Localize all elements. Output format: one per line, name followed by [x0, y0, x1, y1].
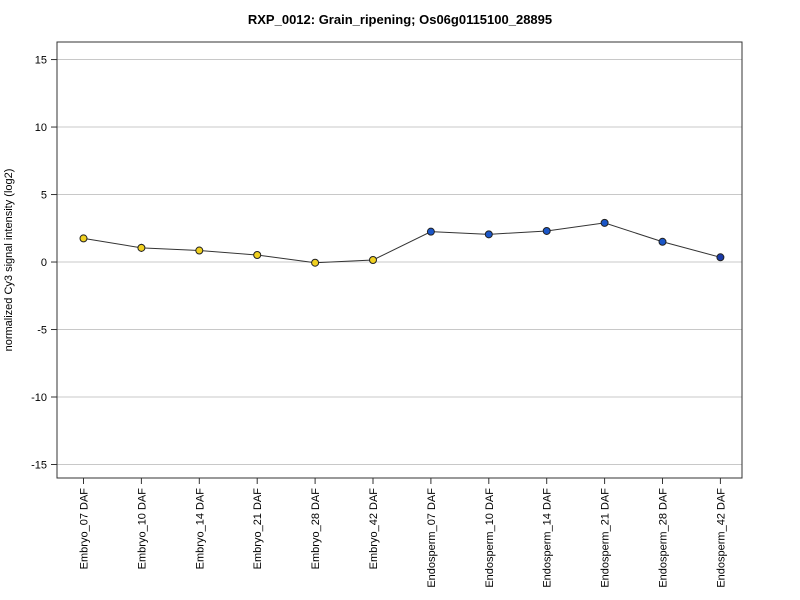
y-tick-label: 10: [35, 122, 47, 134]
data-point: [369, 256, 377, 264]
grid-lines: [57, 59, 742, 466]
data-points: [79, 218, 725, 267]
y-tick-label: 0: [41, 257, 47, 269]
data-point: [426, 227, 435, 236]
data-point: [253, 251, 262, 260]
series-polyline: [83, 222, 721, 264]
y-tick-label: -10: [31, 392, 47, 404]
data-point: [79, 234, 88, 243]
data-point: [600, 218, 609, 227]
error-bars: [83, 221, 721, 266]
y-axis-label: normalized Cy3 signal intensity (log2): [3, 169, 15, 352]
data-point: [542, 226, 551, 235]
y-tick-label: -5: [37, 325, 47, 337]
x-tick-label: Endosperm_14 DAF: [542, 488, 554, 588]
x-tick-label: Endosperm_21 DAF: [600, 488, 612, 588]
x-tick-label: Embryo_28 DAF: [310, 488, 322, 570]
x-tick-label: Endosperm_10 DAF: [484, 488, 496, 588]
series-line: [83, 222, 721, 264]
data-point: [658, 237, 667, 246]
y-tick-label: 5: [41, 190, 47, 202]
x-tick-label: Endosperm_07 DAF: [426, 488, 438, 588]
data-point: [484, 230, 493, 239]
x-axis: Embryo_07 DAF Embryo_10 DAF Embryo_14 DAF E…: [79, 478, 727, 588]
x-tick-label: Embryo_42 DAF: [368, 488, 380, 570]
y-axis: -15 -10 -5 0 5 10 15: [31, 55, 57, 472]
x-tick-label: Embryo_07 DAF: [79, 488, 91, 570]
x-tick-label: Endosperm_42 DAF: [715, 488, 727, 588]
data-point: [195, 246, 204, 255]
x-tick-label: Embryo_14 DAF: [194, 488, 206, 570]
y-tick-label: 15: [35, 55, 47, 67]
y-tick-label: -15: [31, 460, 47, 472]
x-tick-label: Embryo_21 DAF: [252, 488, 264, 570]
data-point: [137, 243, 146, 252]
plot-frame: [56, 41, 743, 479]
x-tick-label: Endosperm_28 DAF: [658, 488, 670, 588]
data-point: [311, 258, 320, 267]
data-point: [716, 253, 725, 262]
chart-title: RXP_0012: Grain_ripening; Os06g0115100_2…: [247, 12, 553, 27]
x-tick-label: Embryo_10 DAF: [136, 488, 148, 570]
